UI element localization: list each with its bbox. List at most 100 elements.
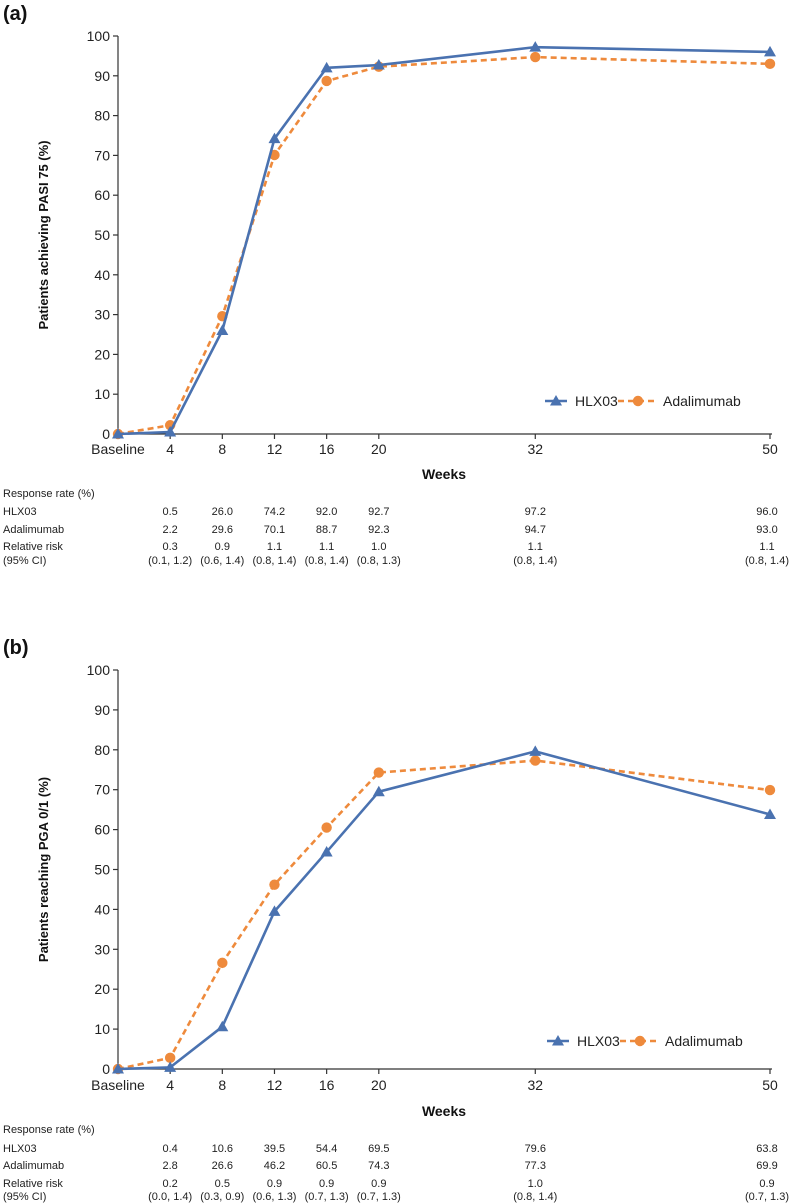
x-tick-label: 4 [166,1077,174,1093]
table-cell: (0.3, 0.9) [200,1191,244,1203]
panel-label: (a) [3,3,27,25]
table-cell: 74.2 [264,506,285,518]
legend-adalimumab-label: Adalimumab [663,393,741,409]
table-cell: 26.6 [212,1160,233,1172]
x-tick-label: Baseline [91,1077,145,1093]
x-tick-label: 20 [371,1077,387,1093]
y-tick-label: 0 [102,1061,110,1077]
hlx03-point [268,905,281,916]
hlx03-point [529,41,542,52]
y-tick-label: 20 [94,981,110,997]
hlx03-point [112,1063,124,1074]
hlx03-point [216,1020,229,1032]
table-cell: 0.9 [267,1178,282,1190]
table-cell: 93.0 [756,524,777,536]
x-tick-label: 16 [319,441,335,457]
table-cell: 92.0 [316,506,337,518]
table-row-label: Adalimumab [3,1160,64,1172]
panel-label: (b) [3,637,29,659]
hlx03-point [320,61,333,73]
table-cell: 79.6 [525,1143,546,1155]
adalimumab-point [530,51,541,63]
table-cell: 92.7 [368,506,389,518]
table-cell: 46.2 [264,1160,285,1172]
table-row-label: Relative risk [3,1178,63,1190]
x-tick-label: 50 [762,441,778,457]
x-tick-label: 16 [319,1077,335,1093]
y-axis-title: Patients reaching PGA 0/1 (%) [36,777,51,962]
table-row-label: Adalimumab [3,524,64,536]
hlx03-point [164,426,177,437]
x-tick-label: 32 [527,441,543,457]
table-cell: 97.2 [525,506,546,518]
table-cell: (0.6, 1.4) [200,555,244,567]
x-tick-label: 50 [762,1077,778,1093]
table-cell: 88.7 [316,524,337,536]
y-tick-label: 10 [94,386,110,402]
table-cell: (0.8, 1.4) [305,555,349,567]
adalimumab-series-line [117,759,771,1071]
table-row-label: (95% CI) [3,1191,46,1203]
hlx03-point [529,745,542,756]
table-row-label: (95% CI) [3,555,46,567]
hlx03-point [372,785,385,797]
x-tick-label: 8 [218,1077,226,1093]
x-tick-label: 8 [218,441,226,457]
table-cell: 0.5 [215,1178,230,1190]
legend-adalimumab-marker [632,395,644,407]
hlx03-point [216,324,229,336]
table-cell: 2.2 [163,524,178,536]
table-cell: (0.7, 1.3) [305,1191,349,1203]
table-cell: 0.9 [215,541,230,553]
hlx03-point [320,845,333,857]
table-cell: 96.0 [756,506,777,518]
y-axis-title: Patients achieving PASI 75 (%) [36,140,51,329]
y-tick-label: 80 [94,108,110,124]
table-cell: (0.8, 1.3) [357,555,401,567]
table-cell: 0.9 [319,1178,334,1190]
table-header: Response rate (%) [3,1124,95,1136]
adalimumab-point [321,822,332,833]
adalimumab-point [764,58,776,70]
adalimumab-point [764,784,776,796]
table-cell: 1.1 [319,541,334,553]
table-row-label: HLX03 [3,1143,37,1155]
y-tick-label: 30 [94,307,110,323]
table-cell: 0.9 [371,1178,386,1190]
table-cell: 29.6 [212,524,233,536]
y-tick-label: 100 [87,28,111,44]
table-cell: 0.2 [163,1178,178,1190]
hlx03-series-line [117,750,771,1071]
y-tick-label: 0 [102,426,110,442]
table-cell: 69.9 [756,1160,777,1172]
legend-adalimumab-marker [634,1035,646,1047]
y-tick-label: 60 [94,187,110,203]
table-cell: 1.0 [528,1178,543,1190]
table-row-label: HLX03 [3,506,37,518]
y-tick-label: 10 [94,1021,110,1037]
table-cell: 54.4 [316,1143,337,1155]
x-tick-label: 4 [166,441,174,457]
table-cell: (0.8, 1.4) [513,555,557,567]
y-tick-label: 70 [94,147,110,163]
table-cell: 26.0 [212,506,233,518]
table-cell: (0.0, 1.4) [148,1191,192,1203]
table-cell: 1.0 [371,541,386,553]
table-cell: 0.9 [759,1178,774,1190]
y-tick-label: 30 [94,941,110,957]
y-tick-label: 70 [94,782,110,798]
y-tick-label: 40 [94,267,110,283]
table-cell: (0.7, 1.3) [357,1191,401,1203]
y-tick-label: 80 [94,742,110,758]
adalimumab-point [373,767,384,778]
table-cell: 60.5 [316,1160,337,1172]
y-tick-label: 20 [94,346,110,362]
adalimumab-point [269,879,280,890]
table-cell: (0.6, 1.3) [252,1191,296,1203]
table-cell: (0.1, 1.2) [148,555,192,567]
table-cell: 0.3 [163,541,178,553]
panel-a-chart: (a) 0 10 20 30 40 50 60 70 80 90 100 Baseline 4 8 12 16 2… [3,3,789,567]
table-cell: 74.3 [368,1160,389,1172]
hlx03-point [764,45,776,57]
y-tick-label: 60 [94,822,110,838]
